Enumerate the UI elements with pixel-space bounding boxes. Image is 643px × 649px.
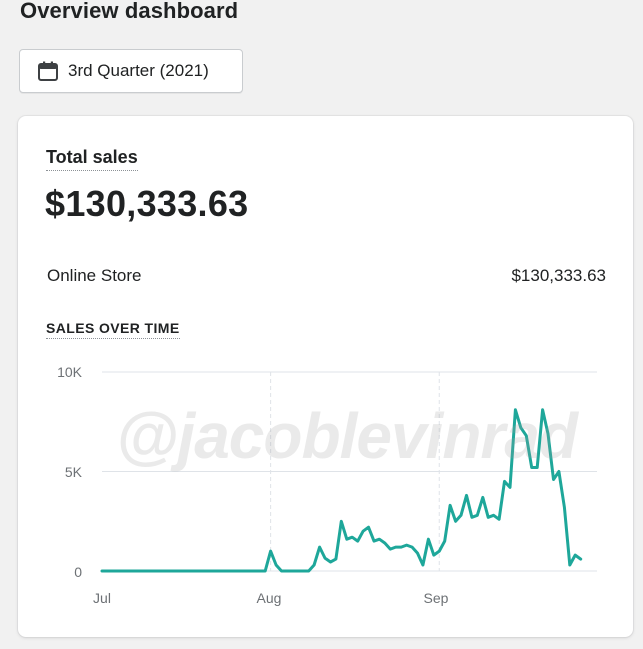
breakdown-label-online-store: Online Store <box>47 266 142 285</box>
total-sales-value: $130,333.63 <box>45 183 249 224</box>
total-sales-title[interactable]: Total sales <box>46 147 138 171</box>
calendar-icon <box>38 61 58 81</box>
sales-over-time-label[interactable]: SALES OVER TIME <box>46 320 180 339</box>
y-tick-label: 0 <box>74 564 82 580</box>
breakdown-value-online-store: $130,333.63 <box>511 266 606 285</box>
chart-grid <box>102 371 597 572</box>
date-range-button[interactable]: 3rd Quarter (2021) <box>19 49 243 93</box>
x-tick-label: Sep <box>424 590 449 606</box>
x-tick-label: Aug <box>257 590 282 606</box>
total-sales-card: Total sales $130,333.63 Online Store $13… <box>18 116 633 637</box>
y-axis-labels: 0 5K 10K <box>57 364 83 580</box>
date-range-label: 3rd Quarter (2021) <box>68 61 209 80</box>
y-tick-label: 10K <box>57 364 83 380</box>
x-axis-labels: Jul Aug Sep <box>93 590 449 606</box>
x-tick-label: Jul <box>93 590 111 606</box>
sales-over-time-chart: 0 5K 10K Jul Aug Sep <box>57 364 597 606</box>
sales-series-line <box>100 408 583 573</box>
y-tick-label: 5K <box>65 464 83 480</box>
page-title: Overview dashboard <box>20 0 239 23</box>
